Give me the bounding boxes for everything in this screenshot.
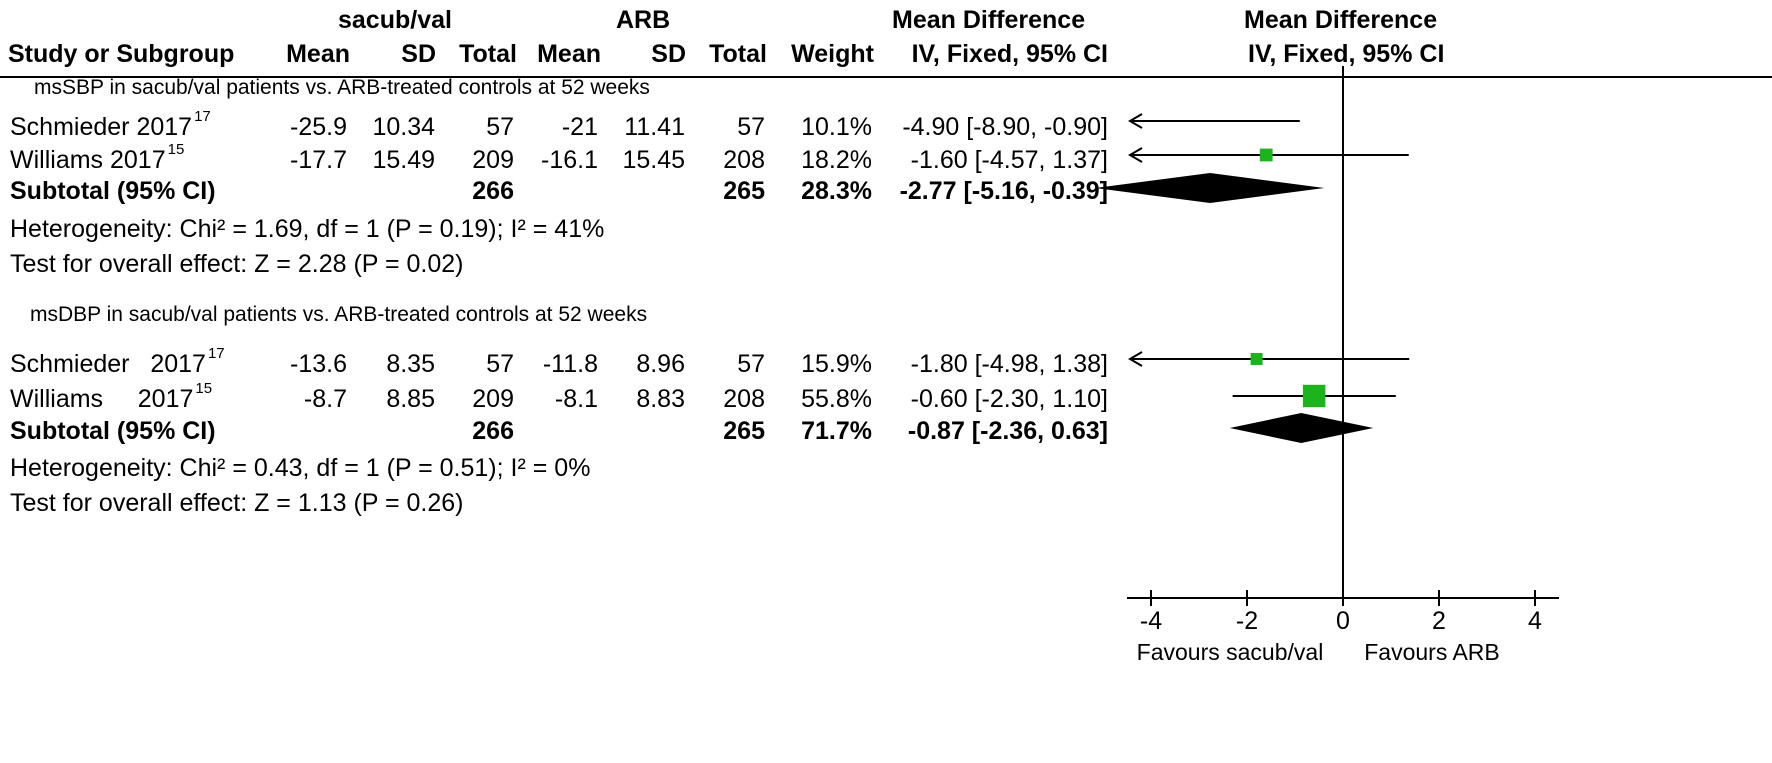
mean1-cell: -13.6: [290, 350, 347, 378]
point-estimate: [1302, 384, 1326, 408]
mean2-cell: -16.1: [541, 146, 598, 174]
reference-number: 17: [194, 108, 211, 125]
heterogeneity-text: Heterogeneity: Chi² = 1.69, df = 1 (P = …: [10, 215, 605, 243]
ci-arrow-left: [1128, 113, 1143, 129]
total1-cell: 209: [472, 385, 514, 413]
subtotal-total2: 265: [723, 417, 765, 445]
total2-cell: 208: [723, 385, 765, 413]
overall-effect-text: Test for overall effect: Z = 1.13 (P = 0…: [10, 489, 464, 517]
mean1-cell: -17.7: [290, 146, 347, 174]
favours-left-label: Favours sacub/val: [1137, 639, 1324, 665]
md-header: Mean Difference: [892, 6, 1086, 34]
subtotal-total2: 265: [723, 177, 765, 205]
overall-effect-text: Test for overall effect: Z = 2.28 (P = 0…: [10, 250, 464, 278]
header-rule: [0, 76, 1772, 78]
x-tick-label: 4: [1528, 607, 1542, 635]
study-name: Schmieder 2017 17: [10, 108, 211, 141]
mean1-cell: -25.9: [290, 113, 347, 141]
col-sd1: SD: [401, 40, 436, 68]
x-tick-label: -4: [1140, 607, 1162, 635]
subtotal-label: Subtotal (95% CI): [10, 417, 216, 445]
weight-cell: 55.8%: [801, 385, 872, 413]
plot-header: Mean Difference: [1244, 6, 1438, 34]
subtotal-label: Subtotal (95% CI): [10, 177, 216, 205]
sd1-cell: 10.34: [372, 113, 435, 141]
plot-ci-header: IV, Fixed, 95% CI: [1248, 40, 1445, 68]
subgroup-title: msSBP in sacub/val patients vs. ARB-trea…: [34, 76, 650, 99]
sd1-cell: 8.85: [386, 385, 435, 413]
col-mean1: Mean: [286, 40, 350, 68]
subtotal-weight: 71.7%: [801, 417, 872, 445]
ci-cell: -4.90 [-8.90, -0.90]: [902, 113, 1108, 141]
ci-cell: -1.80 [-4.98, 1.38]: [910, 350, 1108, 378]
ci-cell: -0.60 [-2.30, 1.10]: [910, 385, 1108, 413]
total1-cell: 209: [472, 146, 514, 174]
study-name: Schmieder 2017 17: [10, 345, 225, 378]
x-tick-label: 0: [1336, 607, 1350, 635]
total2-cell: 208: [723, 146, 765, 174]
weight-cell: 18.2%: [801, 146, 872, 174]
col-sd2: SD: [651, 40, 686, 68]
total1-cell: 57: [486, 113, 514, 141]
reference-number: 15: [167, 141, 185, 158]
heterogeneity-text: Heterogeneity: Chi² = 0.43, df = 1 (P = …: [10, 454, 591, 482]
mean2-cell: -21: [561, 113, 598, 141]
subtotal-ci: -2.77 [-5.16, -0.39]: [899, 177, 1108, 205]
sd2-cell: 11.41: [624, 113, 685, 141]
mean2-cell: -11.8: [542, 350, 598, 378]
group2-header: ARB: [616, 6, 671, 34]
study-name: Williams 2017 15: [10, 141, 185, 174]
ci-cell: -1.60 [-4.57, 1.37]: [910, 146, 1108, 174]
point-estimate: [1259, 148, 1273, 162]
col-study: Study or Subgroup: [8, 40, 235, 68]
sd1-cell: 8.35: [386, 350, 435, 378]
subtotal-diamond: [1095, 173, 1325, 203]
group1-header: sacub/val: [338, 6, 452, 34]
subtotal-diamond: [1229, 413, 1374, 443]
point-estimate: [1250, 353, 1263, 365]
total1-cell: 57: [486, 350, 514, 378]
sd2-cell: 8.96: [636, 350, 685, 378]
subtotal-total1: 266: [472, 417, 514, 445]
col-mean2: Mean: [537, 40, 601, 68]
subgroup-title: msDBP in sacub/val patients vs. ARB-trea…: [30, 303, 648, 326]
col-total2: Total: [709, 40, 767, 68]
col-weight: Weight: [791, 40, 874, 68]
x-tick-label: -2: [1236, 607, 1258, 635]
study-name: Williams 2017 15: [10, 380, 213, 413]
mean2-cell: -8.1: [554, 385, 598, 413]
subtotal-total1: 266: [472, 177, 514, 205]
mean1-cell: -8.7: [303, 385, 347, 413]
reference-number: 15: [195, 380, 213, 397]
weight-cell: 15.9%: [801, 350, 872, 378]
col-ci: IV, Fixed, 95% CI: [911, 40, 1108, 68]
total2-cell: 57: [737, 113, 765, 141]
ci-arrow-left: [1128, 351, 1143, 367]
subtotal-weight: 28.3%: [801, 177, 872, 205]
sd2-cell: 15.45: [622, 146, 685, 174]
x-tick-label: 2: [1432, 607, 1446, 635]
subtotal-ci: -0.87 [-2.36, 0.63]: [907, 417, 1108, 445]
col-total1: Total: [459, 40, 517, 68]
sd2-cell: 8.83: [636, 385, 685, 413]
favours-right-label: Favours ARB: [1364, 639, 1500, 665]
ci-arrow-left: [1128, 147, 1143, 163]
total2-cell: 57: [737, 350, 765, 378]
sd1-cell: 15.49: [372, 146, 435, 174]
weight-cell: 10.1%: [801, 113, 872, 141]
reference-number: 17: [207, 345, 225, 362]
